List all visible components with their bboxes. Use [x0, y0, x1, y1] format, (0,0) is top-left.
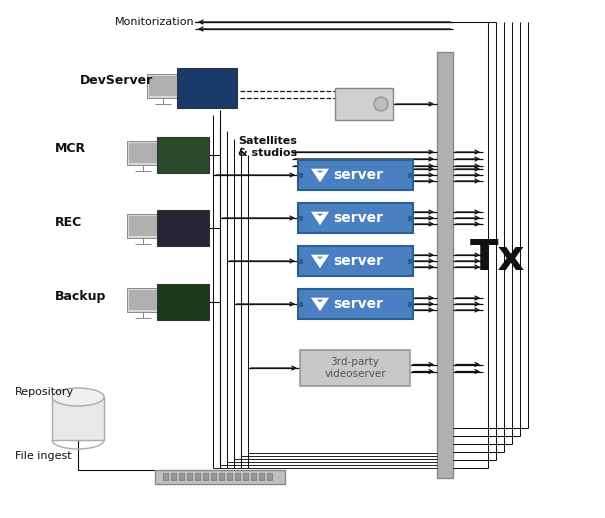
- Text: REC: REC: [55, 215, 82, 228]
- Bar: [300, 350, 410, 386]
- Text: server: server: [333, 211, 383, 225]
- Bar: [408, 302, 413, 307]
- Bar: [177, 68, 237, 108]
- Text: File ingest: File ingest: [15, 451, 71, 461]
- Bar: [147, 74, 179, 98]
- Polygon shape: [311, 169, 329, 182]
- Bar: [298, 203, 413, 233]
- Polygon shape: [316, 171, 324, 173]
- Bar: [335, 88, 393, 120]
- Bar: [157, 210, 209, 246]
- Bar: [187, 473, 192, 480]
- Bar: [259, 473, 264, 480]
- Text: Monitorization: Monitorization: [115, 17, 195, 27]
- Polygon shape: [316, 257, 324, 259]
- Bar: [235, 473, 240, 480]
- Bar: [171, 473, 176, 480]
- Polygon shape: [311, 212, 329, 225]
- Polygon shape: [316, 214, 324, 216]
- Bar: [129, 290, 157, 310]
- Bar: [408, 259, 413, 264]
- Bar: [179, 473, 184, 480]
- Text: server: server: [333, 297, 383, 311]
- Bar: [298, 259, 303, 264]
- Bar: [163, 473, 168, 480]
- Bar: [298, 302, 303, 307]
- Text: server: server: [333, 168, 383, 182]
- Bar: [408, 173, 413, 178]
- Text: 3rd-party
videoserver: 3rd-party videoserver: [324, 357, 386, 379]
- Bar: [157, 284, 209, 320]
- Bar: [127, 141, 159, 165]
- Text: Tx: Tx: [470, 237, 525, 279]
- Bar: [129, 216, 157, 236]
- Bar: [219, 473, 224, 480]
- Text: DevServer: DevServer: [80, 74, 153, 87]
- Bar: [149, 76, 177, 96]
- Polygon shape: [311, 298, 329, 311]
- Bar: [127, 288, 159, 312]
- Bar: [298, 216, 303, 221]
- Bar: [129, 143, 157, 163]
- Bar: [211, 473, 216, 480]
- Circle shape: [374, 97, 388, 111]
- Text: Repository: Repository: [15, 387, 74, 397]
- Text: Satellites
& studios: Satellites & studios: [238, 136, 297, 158]
- Bar: [195, 473, 200, 480]
- Bar: [437, 52, 453, 478]
- Bar: [52, 397, 104, 440]
- Text: server: server: [333, 254, 383, 268]
- Bar: [127, 214, 159, 238]
- Polygon shape: [316, 300, 324, 302]
- Bar: [243, 473, 248, 480]
- Bar: [298, 289, 413, 319]
- Ellipse shape: [52, 388, 104, 406]
- Text: Backup: Backup: [55, 290, 106, 303]
- Text: MCR: MCR: [55, 141, 86, 154]
- Bar: [155, 470, 285, 484]
- Bar: [408, 216, 413, 221]
- Bar: [298, 160, 413, 190]
- Polygon shape: [311, 255, 329, 268]
- Bar: [203, 473, 208, 480]
- Bar: [298, 246, 413, 276]
- Bar: [157, 137, 209, 173]
- Bar: [251, 473, 256, 480]
- Bar: [267, 473, 272, 480]
- Bar: [227, 473, 232, 480]
- Bar: [298, 173, 303, 178]
